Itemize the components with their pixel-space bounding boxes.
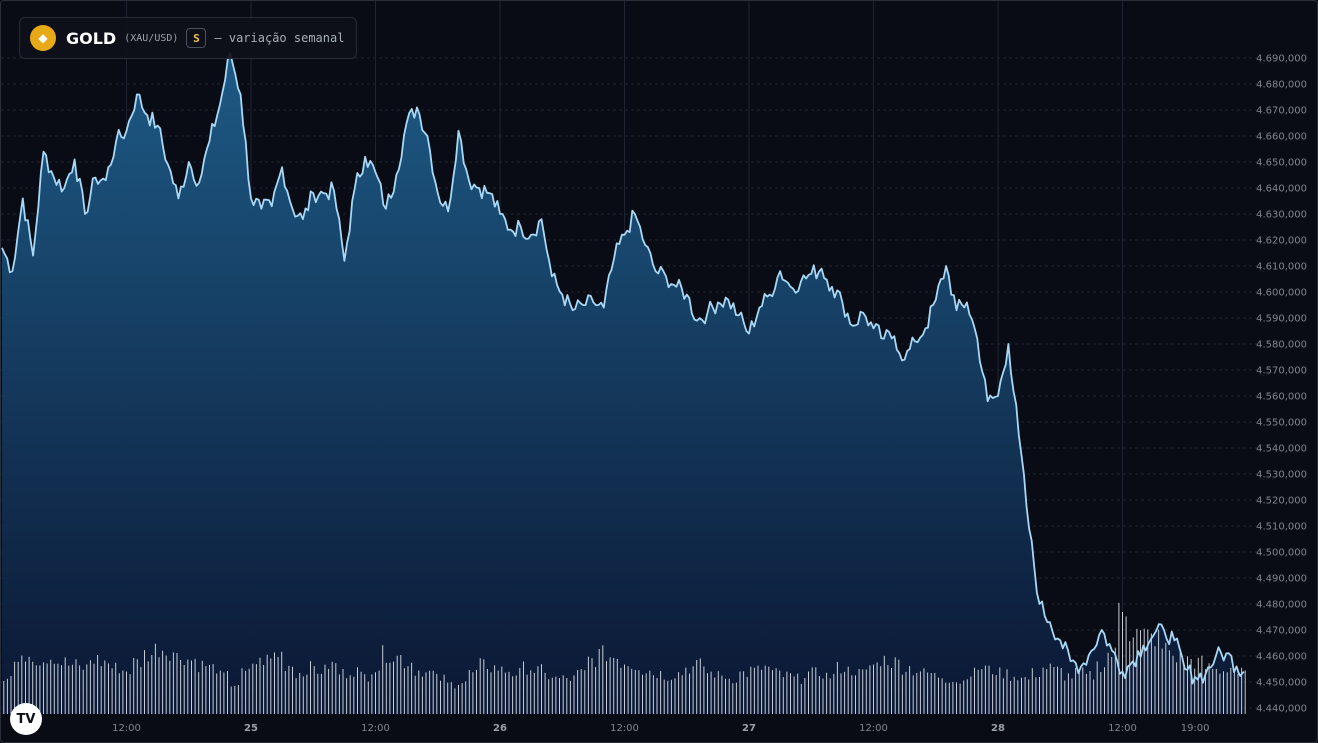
time-tick-label: 25 <box>244 723 258 734</box>
symbol-legend: ◆ GOLD (XAU/USD) S — variação semanal <box>19 17 358 59</box>
session-badge[interactable]: S <box>186 28 207 48</box>
price-axis: 4.690,000 4.680,000 4.670,000 4.660,000 4.65… <box>1256 54 1307 715</box>
price-tick-label: 4.610,000 <box>1256 262 1307 273</box>
chart-subtitle: — variação semanal <box>214 31 345 45</box>
price-tick-label: 4.630,000 <box>1256 210 1307 221</box>
time-tick-label: 12:00 <box>361 723 390 734</box>
price-tick-label: 4.620,000 <box>1256 236 1307 247</box>
price-tick-label: 4.660,000 <box>1256 132 1307 143</box>
time-tick-label: 12:00 <box>610 723 639 734</box>
price-tick-label: 4.560,000 <box>1256 392 1307 403</box>
time-tick-label: 28 <box>991 723 1005 734</box>
price-tick-label: 4.520,000 <box>1256 496 1307 507</box>
price-tick-label: 4.450,000 <box>1256 678 1307 689</box>
price-tick-label: 4.540,000 <box>1256 444 1307 455</box>
price-tick-label: 4.550,000 <box>1256 418 1307 429</box>
time-tick-label: 27 <box>742 723 756 734</box>
tradingview-logo-icon[interactable]: TV <box>10 703 42 735</box>
price-tick-label: 4.670,000 <box>1256 106 1307 117</box>
price-tick-label: 4.580,000 <box>1256 340 1307 351</box>
price-tick-label: 4.500,000 <box>1256 548 1307 559</box>
price-tick-label: 4.440,000 <box>1256 704 1307 715</box>
price-tick-label: 4.510,000 <box>1256 522 1307 533</box>
price-tick-label: 4.460,000 <box>1256 652 1307 663</box>
time-axis: 12:00 25 12:00 26 12:00 27 12:00 28 12:00 19:00 <box>112 723 1209 734</box>
time-tick-label: 12:00 <box>112 723 141 734</box>
price-tick-label: 4.470,000 <box>1256 626 1307 637</box>
price-tick-label: 4.590,000 <box>1256 314 1307 325</box>
symbol-pair: (XAU/USD) <box>124 32 179 44</box>
price-line <box>1 51 1245 685</box>
price-tick-label: 4.690,000 <box>1256 54 1307 65</box>
diamond-icon: ◆ <box>30 25 56 51</box>
price-tick-label: 4.680,000 <box>1256 80 1307 91</box>
time-tick-label: 12:00 <box>859 723 888 734</box>
price-tick-label: 4.600,000 <box>1256 288 1307 299</box>
price-tick-label: 4.530,000 <box>1256 470 1307 481</box>
symbol-name: GOLD <box>66 28 117 48</box>
time-tick-label: 12:00 <box>1108 723 1137 734</box>
price-tick-label: 4.490,000 <box>1256 574 1307 585</box>
time-tick-label: 19:00 <box>1181 723 1210 734</box>
price-tick-label: 4.640,000 <box>1256 184 1307 195</box>
time-tick-label: 26 <box>493 723 507 734</box>
price-tick-label: 4.650,000 <box>1256 158 1307 169</box>
price-tick-label: 4.480,000 <box>1256 600 1307 611</box>
price-area <box>2 52 1244 715</box>
price-tick-label: 4.570,000 <box>1256 366 1307 377</box>
